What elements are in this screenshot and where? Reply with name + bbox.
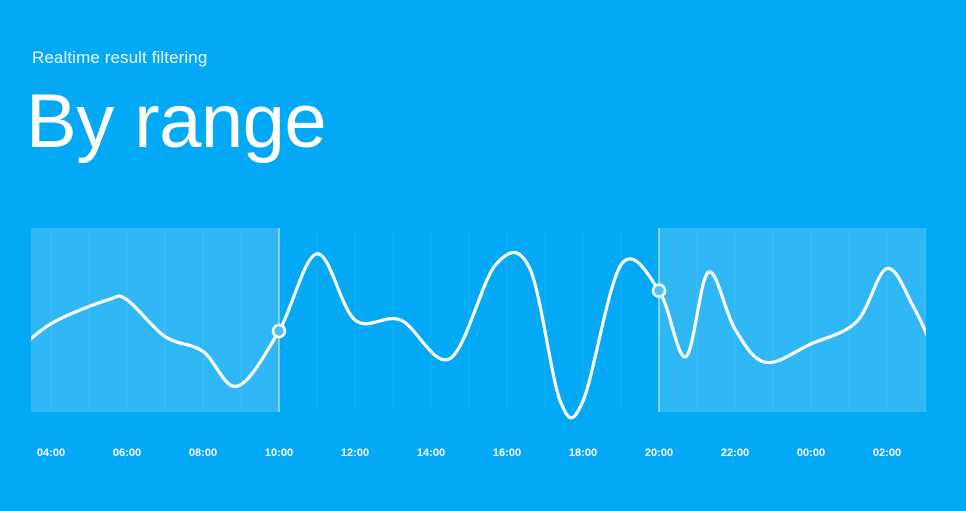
x-tick-label: 22:00 xyxy=(721,447,749,459)
x-tick-label: 14:00 xyxy=(417,447,445,459)
x-tick-label: 04:00 xyxy=(37,447,65,459)
header-subtitle: Realtime result filtering xyxy=(32,48,208,67)
x-tick-label: 02:00 xyxy=(873,447,901,459)
x-tick-label: 20:00 xyxy=(645,447,673,459)
x-tick-label: 00:00 xyxy=(797,447,825,459)
x-tick-label: 16:00 xyxy=(493,447,521,459)
x-tick-label: 06:00 xyxy=(113,447,141,459)
excluded-region-left xyxy=(31,228,279,412)
series-line xyxy=(31,250,926,420)
x-tick-label: 12:00 xyxy=(341,447,369,459)
x-tick-label: 18:00 xyxy=(569,447,597,459)
excluded-region-right xyxy=(659,228,926,412)
x-tick-label: 08:00 xyxy=(189,447,217,459)
range-start-handle[interactable] xyxy=(271,323,287,339)
x-tick-label: 10:00 xyxy=(265,447,293,459)
page-title: By range xyxy=(26,79,327,164)
range-end-handle[interactable] xyxy=(651,283,667,298)
